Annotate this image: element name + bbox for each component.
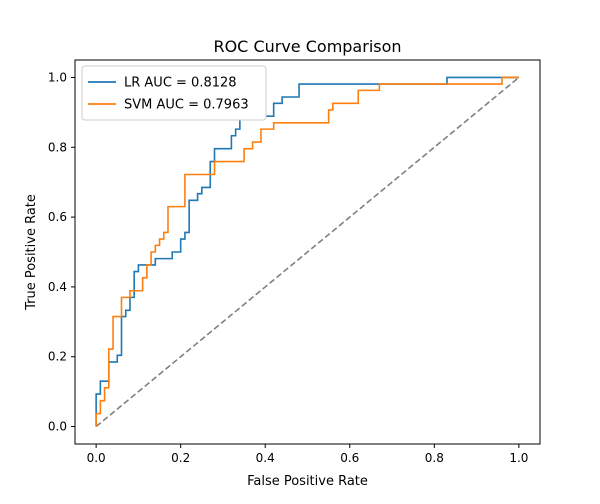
legend-box bbox=[81, 65, 267, 121]
chance-diagonal-line bbox=[95, 76, 520, 428]
legend-entry-label: SVM AUC = 0.7963 bbox=[124, 98, 249, 113]
x-tick-label: 0.0 bbox=[87, 451, 106, 465]
series-line-1 bbox=[95, 76, 519, 427]
legend: LR AUC = 0.8128 SVM AUC = 0.7963 bbox=[81, 65, 267, 121]
y-tick-label: 0.2 bbox=[48, 350, 67, 364]
legend-entry-label: LR AUC = 0.8128 bbox=[124, 76, 237, 91]
x-tick-label: 0.4 bbox=[256, 451, 275, 465]
x-axis-label: False Positive Rate bbox=[247, 474, 368, 489]
x-tick-label: 0.6 bbox=[340, 451, 359, 465]
x-tick-label: 1.0 bbox=[509, 451, 528, 465]
y-tick-label: 1.0 bbox=[48, 70, 67, 84]
axes-frame bbox=[74, 59, 541, 445]
y-axis-label: True Positive Rate bbox=[24, 194, 39, 311]
y-tick-label: 0.8 bbox=[48, 140, 67, 154]
axis-ticks: 0.0 0.2 0.4 0.6 0.8 1.0 0.0 0.2 0.4 0.6 0.8 1.0 bbox=[48, 70, 529, 465]
chart-title: ROC Curve Comparison bbox=[213, 37, 401, 56]
y-tick-label: 0.0 bbox=[48, 420, 67, 434]
y-tick-label: 0.4 bbox=[48, 280, 67, 294]
y-tick-label: 0.6 bbox=[48, 210, 67, 224]
x-tick-label: 0.8 bbox=[425, 451, 444, 465]
plot-area bbox=[95, 76, 520, 428]
x-tick-label: 0.2 bbox=[171, 451, 190, 465]
